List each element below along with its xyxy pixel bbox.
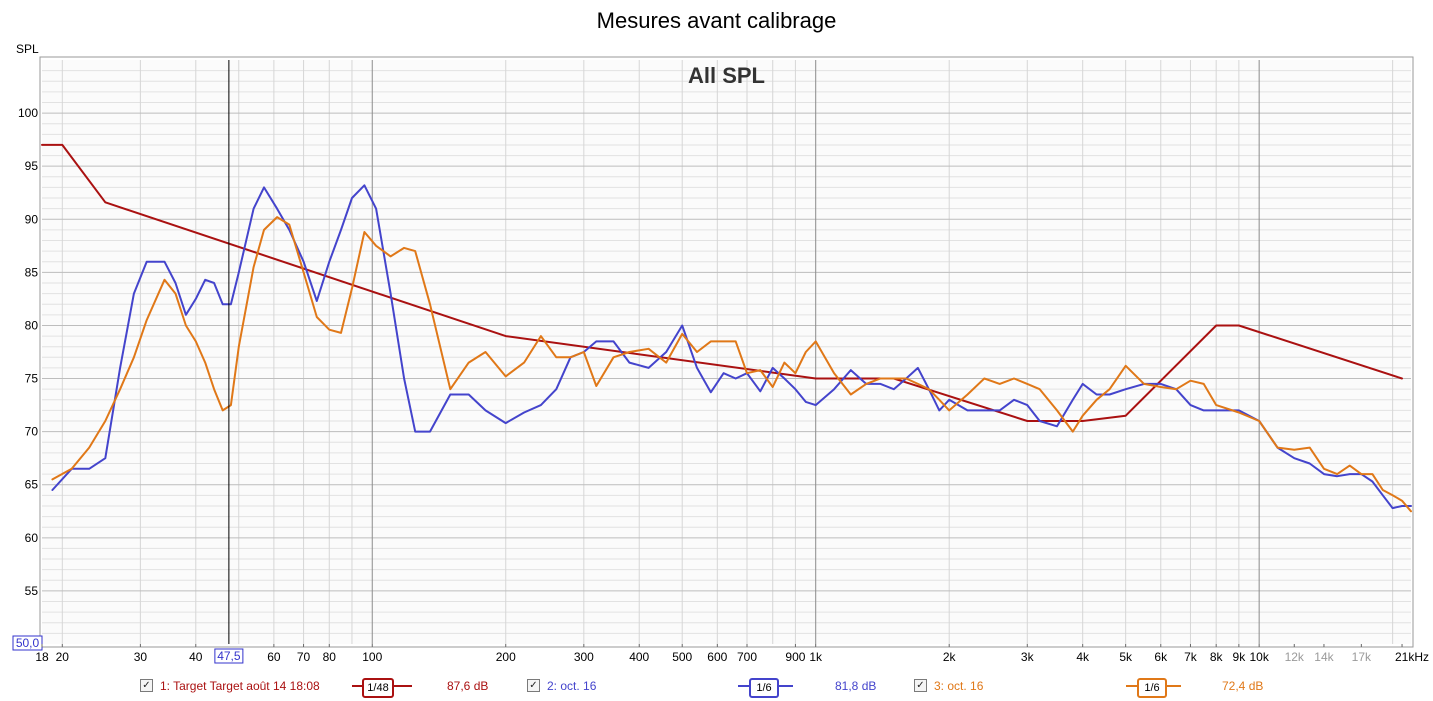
x-tick-labels: 18 20 30 40 60 70 80 100 200 300 400 500 600 700 900 1k… [35,650,1429,664]
x-tick-label: 6k [1154,650,1168,664]
y-tick-label: 55 [25,584,39,598]
x-tick-label: 9k [1233,650,1247,664]
legend: ✓ 1: Target Target août 14 18:08 1/48 87… [0,676,1433,698]
x-tick-label: 4k [1076,650,1090,664]
legend-level-series-3: 72,4 dB [1222,679,1264,693]
series-line-2 [51,184,1412,510]
legend-label-series-3: 3: oct. 16 [934,679,984,693]
x-tick-label: 700 [737,650,757,664]
x-tick-label: 30 [134,650,148,664]
smoothing-button-series-3[interactable]: 1/6 [1137,678,1167,698]
x-tick-label: 12k [1285,650,1305,664]
grid-major [42,60,1411,644]
x-tick-label: 2k [943,650,957,664]
cursor-y-box[interactable] [12,635,43,651]
x-tick-label: 900 [785,650,805,664]
grid-minor [42,60,1411,644]
x-tick-label: 300 [574,650,594,664]
y-tick-label: 75 [25,372,39,386]
x-tick-label: 40 [189,650,203,664]
smoothing-button-series-2[interactable]: 1/6 [749,678,779,698]
y-tick-label: 80 [25,318,39,332]
y-tick-labels: 55 60 65 70 75 80 85 90 95 100 [18,106,38,598]
x-tick-label: 20 [56,650,70,664]
cursor-y-label: 50,0 [16,636,40,650]
series-line-3 [51,216,1412,513]
legend-checkbox-series-3[interactable]: ✓ [914,679,927,692]
x-tick-label: 200 [496,650,516,664]
x-tick-label: 70 [297,650,311,664]
legend-label-series-2: 2: oct. 16 [547,679,597,693]
x-tick-label: 8k [1210,650,1224,664]
legend-level-series-1: 87,6 dB [447,679,489,693]
chart-subtitle: All SPL [688,63,765,88]
y-tick-label: 60 [25,531,39,545]
cursor-x-label: 47,5 [217,649,241,663]
smoothing-button-series-1[interactable]: 1/48 [362,678,394,698]
chart-title: Mesures avant calibrage [596,8,837,33]
x-tick-label: 14k [1314,650,1334,664]
x-tick-label: 21kHz [1395,650,1429,664]
x-tick-marks [41,644,1403,647]
x-tick-label: 10k [1249,650,1269,664]
x-tick-label: 5k [1119,650,1133,664]
x-tick-label: 17k [1352,650,1372,664]
plot-area [42,60,1411,644]
y-tick-label: 90 [25,212,39,226]
x-tick-label: 3k [1021,650,1035,664]
x-tick-label: 7k [1184,650,1198,664]
y-tick-label: 85 [25,265,39,279]
x-tick-label: 600 [707,650,727,664]
x-tick-label: 60 [267,650,281,664]
y-axis-label: SPL [16,42,39,56]
y-tick-label: 70 [25,425,39,439]
legend-checkbox-series-2[interactable]: ✓ [527,679,540,692]
x-tick-label: 100 [362,650,382,664]
y-tick-label: 65 [25,478,39,492]
legend-checkbox-series-1[interactable]: ✓ [140,679,153,692]
x-tick-label: 500 [672,650,692,664]
y-tick-label: 100 [18,106,38,120]
legend-level-series-2: 81,8 dB [835,679,877,693]
x-tick-label: 1k [809,650,823,664]
x-tick-label: 80 [323,650,337,664]
x-tick-label: 400 [629,650,649,664]
cursor-x-box[interactable] [214,648,244,664]
x-tick-label: 18 [35,650,49,664]
y-tick-label: 95 [25,159,39,173]
legend-label-series-1: 1: Target Target août 14 18:08 [160,679,320,693]
